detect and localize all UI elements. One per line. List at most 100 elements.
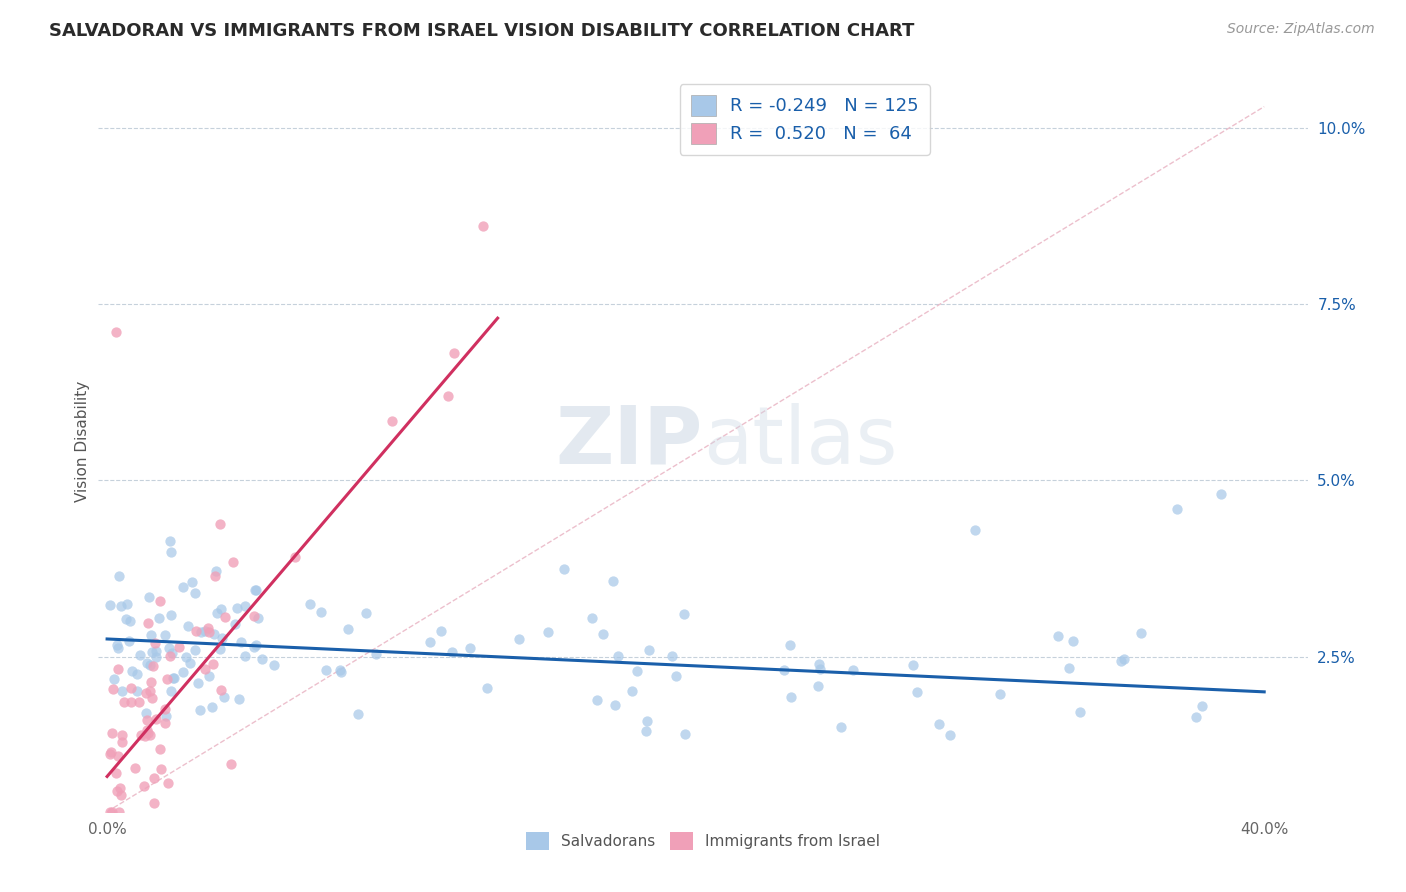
Point	[112, 696, 135, 710]
Point	[145, 643, 167, 657]
Point	[157, 776, 180, 790]
Point	[772, 663, 794, 677]
Point	[155, 708, 177, 723]
Point	[120, 695, 142, 709]
Point	[245, 582, 267, 597]
Point	[98, 747, 121, 761]
Point	[214, 610, 236, 624]
Point	[553, 561, 575, 575]
Point	[602, 574, 624, 588]
Point	[939, 728, 962, 742]
Text: SALVADORAN VS IMMIGRANTS FROM ISRAEL VISION DISABILITY CORRELATION CHART: SALVADORAN VS IMMIGRANTS FROM ISRAEL VIS…	[49, 22, 914, 40]
Point	[184, 643, 207, 657]
Point	[212, 690, 235, 705]
Point	[156, 673, 179, 687]
Point	[107, 569, 129, 583]
Point	[110, 780, 132, 795]
Point	[1166, 501, 1188, 516]
Point	[209, 683, 232, 698]
Point	[138, 590, 160, 604]
Point	[621, 683, 644, 698]
Point	[988, 687, 1011, 701]
Point	[202, 627, 225, 641]
Point	[430, 624, 453, 639]
Point	[807, 657, 830, 671]
Point	[346, 706, 368, 721]
Point	[204, 569, 226, 583]
Point	[139, 674, 162, 689]
Point	[105, 766, 128, 780]
Point	[184, 586, 207, 600]
Point	[226, 600, 249, 615]
Point	[110, 788, 132, 802]
Point	[901, 657, 924, 672]
Point	[219, 756, 242, 771]
Point	[1185, 710, 1208, 724]
Point	[592, 626, 614, 640]
Point	[221, 555, 243, 569]
Point	[98, 598, 121, 612]
Point	[111, 735, 134, 749]
Point	[209, 516, 232, 531]
Point	[637, 643, 659, 657]
Point	[243, 640, 266, 654]
Point	[205, 606, 228, 620]
Point	[101, 726, 124, 740]
Point	[309, 605, 332, 619]
Point	[135, 723, 157, 738]
Point	[115, 597, 138, 611]
Point	[194, 624, 217, 638]
Point	[233, 599, 256, 613]
Point	[111, 684, 134, 698]
Point	[134, 730, 156, 744]
Point	[243, 609, 266, 624]
Point	[153, 715, 176, 730]
Point	[475, 681, 498, 696]
Point	[284, 550, 307, 565]
Point	[149, 594, 172, 608]
Point	[108, 805, 131, 819]
Point	[103, 672, 125, 686]
Point	[605, 698, 627, 712]
Point	[145, 712, 167, 726]
Point	[209, 602, 232, 616]
Point	[129, 648, 152, 662]
Point	[136, 615, 159, 630]
Point	[135, 713, 157, 727]
Point	[160, 545, 183, 559]
Point	[125, 667, 148, 681]
Point	[381, 414, 404, 428]
Point	[1109, 654, 1132, 668]
Point	[98, 805, 121, 819]
Point	[366, 647, 388, 661]
Point	[437, 389, 460, 403]
Point	[142, 659, 165, 673]
Point	[136, 726, 159, 740]
Point	[536, 625, 558, 640]
Legend: Salvadorans, Immigrants from Israel: Salvadorans, Immigrants from Israel	[519, 826, 887, 856]
Point	[143, 796, 166, 810]
Point	[184, 624, 207, 638]
Point	[139, 683, 162, 698]
Point	[329, 665, 352, 679]
Point	[149, 741, 172, 756]
Point	[963, 523, 986, 537]
Point	[1191, 699, 1213, 714]
Point	[107, 749, 129, 764]
Point	[149, 762, 172, 776]
Point	[830, 720, 852, 734]
Point	[153, 628, 176, 642]
Point	[160, 684, 183, 698]
Point	[100, 745, 122, 759]
Point	[172, 580, 194, 594]
Point	[673, 607, 696, 621]
Point	[141, 628, 163, 642]
Point	[928, 717, 950, 731]
Point	[121, 664, 143, 678]
Point	[263, 657, 285, 672]
Point	[508, 632, 530, 646]
Point	[606, 649, 628, 664]
Point	[187, 676, 209, 690]
Point	[354, 606, 377, 620]
Text: ZIP: ZIP	[555, 402, 703, 481]
